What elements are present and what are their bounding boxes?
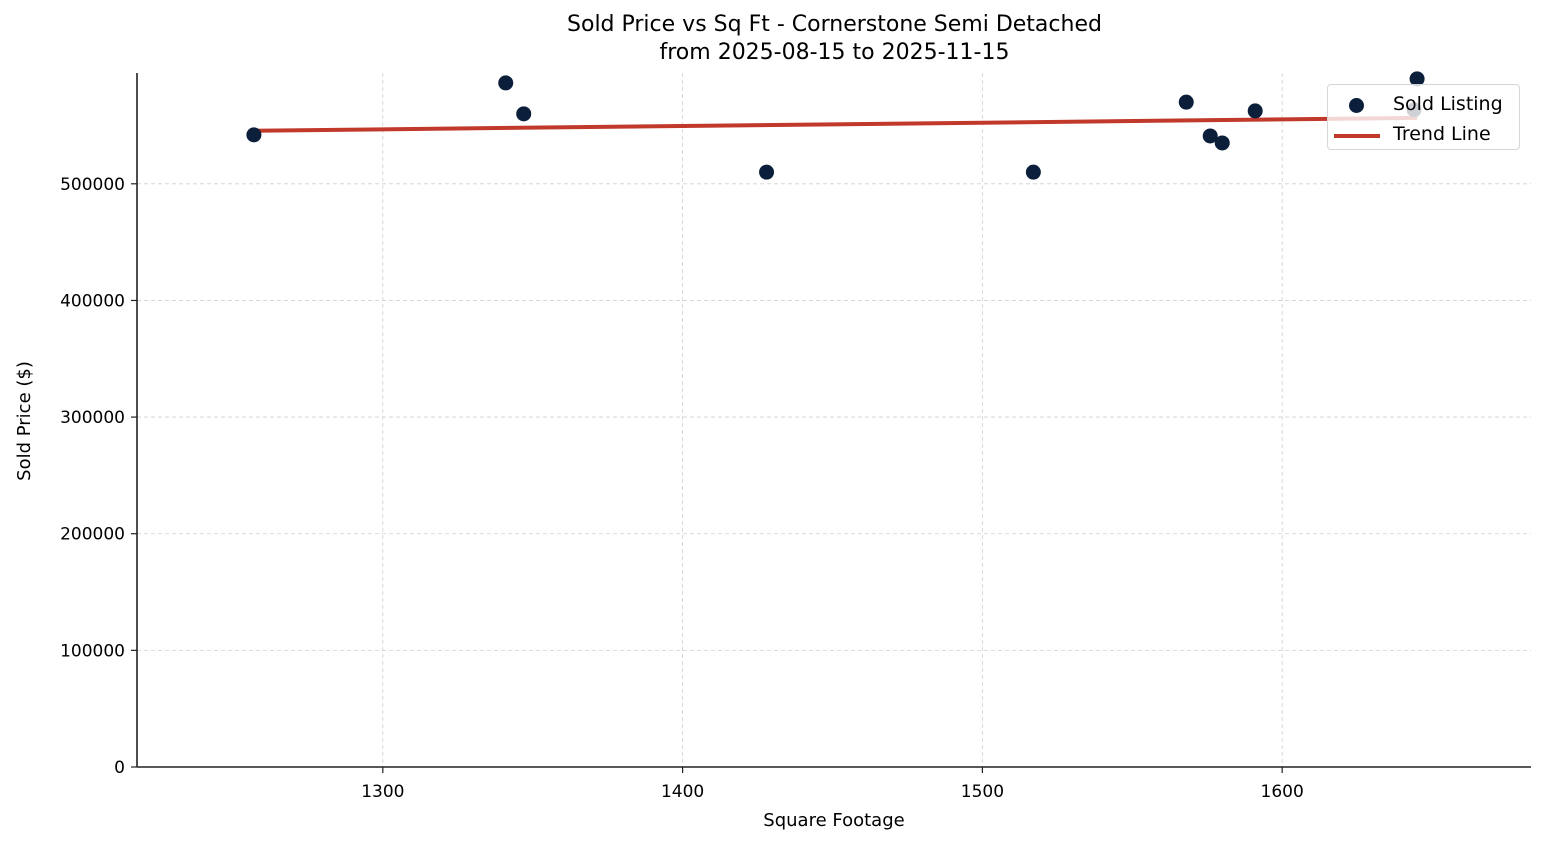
y-tick-label: 500000 — [60, 175, 125, 195]
data-point — [1202, 128, 1218, 144]
y-tick-label: 0 — [114, 758, 125, 778]
trend-line — [253, 115, 1418, 133]
y-axis-label: Sold Price ($) — [14, 361, 35, 481]
line-marker-icon — [1334, 134, 1380, 138]
x-tick-label: 1600 — [1261, 782, 1304, 802]
data-point — [516, 106, 532, 122]
data-point — [1409, 71, 1425, 87]
x-axis-label: Square Footage — [763, 810, 904, 831]
legend: Sold Listing Trend Line — [1327, 84, 1520, 150]
axes — [131, 73, 1531, 773]
data-point — [1025, 164, 1041, 180]
x-tick-label: 1400 — [661, 782, 704, 802]
data-point — [1214, 135, 1230, 151]
circle-marker-icon — [1349, 98, 1364, 113]
x-tick-label: 1300 — [361, 782, 404, 802]
y-tick-label: 100000 — [60, 641, 125, 661]
legend-item-sold-listing: Sold Listing — [1328, 88, 1519, 118]
data-point — [1178, 94, 1194, 110]
chart-title-line1: Sold Price vs Sq Ft - Cornerstone Semi D… — [567, 12, 1102, 37]
legend-item-trend-line: Trend Line — [1328, 118, 1519, 148]
y-tick-label: 300000 — [60, 408, 125, 428]
chart-title-line2: from 2025-08-15 to 2025-11-15 — [659, 40, 1010, 65]
data-point — [498, 75, 514, 91]
y-tick-label: 200000 — [60, 525, 125, 545]
legend-label: Sold Listing — [1393, 93, 1503, 115]
data-point — [759, 164, 775, 180]
y-tick-label: 400000 — [60, 291, 125, 311]
data-points — [246, 71, 1425, 180]
legend-label: Trend Line — [1393, 123, 1491, 145]
data-point — [1247, 103, 1263, 119]
tick-labels: 1300 1400 1500 1600 0 100000 200000 300000 40000… — [60, 175, 1304, 802]
grid-lines — [137, 73, 1531, 767]
data-point — [246, 127, 262, 143]
x-tick-label: 1500 — [961, 782, 1004, 802]
